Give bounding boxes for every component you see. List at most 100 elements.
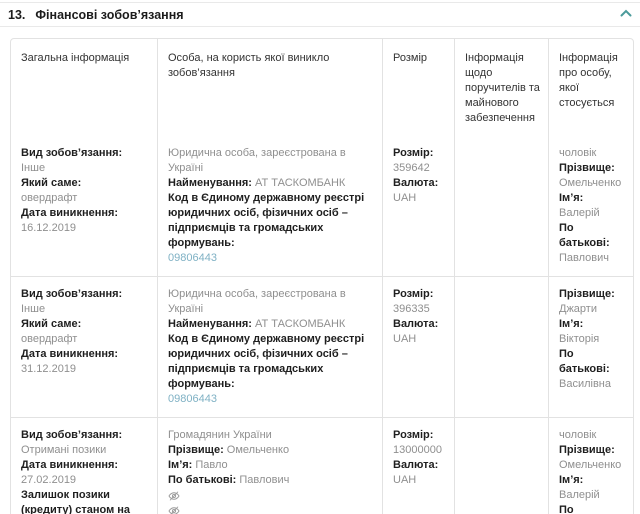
- header-guarantor-info: Інформація щодо поручителів та майнового…: [454, 39, 548, 136]
- cell-amount: Розмір: 359642 Валюта: UAH: [382, 136, 454, 276]
- field-value: АТ ТАСКОМБАНК: [255, 318, 346, 330]
- field-label: Прізвище:: [168, 444, 227, 456]
- eye-off-icon: [168, 488, 374, 503]
- field-value: овердрафт: [21, 192, 78, 204]
- cell-guarantor-info: [454, 418, 548, 514]
- table-header-row: Загальна інформація Особа, на користь як…: [11, 39, 633, 136]
- header-beneficiary: Особа, на користь якої виникло зобов’яза…: [157, 39, 382, 136]
- header-person-info: Інформація про особу, якої стосується: [548, 39, 633, 136]
- field-label: Вид зобов’язання:: [21, 429, 123, 441]
- cell-guarantor-info: [454, 136, 548, 276]
- field-label: Прізвище:: [559, 288, 615, 300]
- section-title: Фінансові зобов’язання: [35, 7, 184, 22]
- field-label: По батькові:: [559, 348, 610, 375]
- table-row: Вид зобов’язання: Інше Який саме: овердрафт…: [11, 136, 633, 276]
- field-label: Найменування:: [168, 177, 256, 189]
- field-label: Прізвище:: [559, 162, 615, 174]
- field-value: Павло: [195, 459, 228, 471]
- field-value: 16.12.2019: [21, 222, 77, 234]
- header-amount: Розмір: [382, 39, 454, 136]
- field-value: Павлович: [239, 474, 290, 486]
- field-label: Валюта:: [393, 459, 439, 471]
- field-label: Вид зобов’язання:: [21, 288, 123, 300]
- field-value: Василівна: [559, 378, 611, 390]
- field-value: 31.12.2019: [21, 363, 77, 375]
- field-value: чоловік: [559, 429, 597, 441]
- field-value: Валерій: [559, 207, 600, 219]
- header-general-info: Загальна інформація: [21, 52, 130, 64]
- field-value: Юридична особа, зареєстрована в Україні: [168, 288, 346, 315]
- financial-obligations-table: Загальна інформація Особа, на користь як…: [10, 38, 634, 514]
- cell-general-info: Вид зобов’язання: Інше Який саме: овердрафт…: [11, 136, 157, 276]
- field-label: Дата виникнення:: [21, 348, 119, 360]
- field-value: чоловік: [559, 147, 597, 159]
- field-label: Дата виникнення:: [21, 207, 119, 219]
- field-value: Вікторія: [559, 333, 600, 345]
- field-value: 27.02.2019: [21, 474, 77, 486]
- eye-off-icon: [168, 503, 374, 514]
- field-label: Розмір:: [393, 288, 434, 300]
- field-label: Залишок позики (кредиту) станом на кінец…: [21, 489, 131, 514]
- field-value: 13000000: [393, 444, 442, 456]
- cell-general-info: Вид зобов’язання: Інше Який саме: овердрафт…: [11, 277, 157, 417]
- field-line: По батькові: Павлович: [168, 473, 374, 488]
- table-row: Вид зобов’язання: Отримані позики Дата вин…: [11, 417, 633, 514]
- field-value: UAH: [393, 192, 417, 204]
- field-label: Ім’я:: [559, 192, 584, 204]
- field-value: АТ ТАСКОМБАНК: [255, 177, 346, 189]
- field-label: Валюта:: [393, 177, 439, 189]
- field-label: По батькові:: [559, 504, 574, 514]
- field-value: Омельченко: [226, 444, 290, 456]
- field-label: Найменування:: [168, 318, 256, 330]
- field-label: Вид зобов’язання:: [21, 147, 123, 159]
- field-value: Інше: [21, 162, 46, 174]
- field-label: Ім’я:: [559, 318, 584, 330]
- cell-person-info: чоловік Прізвище: Омельченко Ім’я: Валерій По…: [548, 136, 633, 276]
- field-value: овердрафт: [21, 333, 78, 345]
- field-label: По батькові:: [168, 474, 240, 486]
- field-label: Розмір:: [393, 147, 434, 159]
- cell-person-info: чоловік Прізвище: Омельченко Ім’я: Валерій По…: [548, 418, 633, 514]
- field-label: Дата виникнення:: [21, 459, 119, 471]
- page-top-divider: [0, 2, 640, 3]
- cell-amount: Розмір: 13000000 Валюта: UAH: [382, 418, 454, 514]
- table-body: Вид зобов’язання: Інше Який саме: овердрафт…: [11, 136, 633, 514]
- cell-beneficiary: Юридична особа, зареєстрована в Україні Н…: [157, 277, 382, 417]
- field-value: Юридична особа, зареєстрована в Україні: [168, 147, 346, 174]
- field-label: Прізвище:: [559, 444, 615, 456]
- field-value: Інше: [21, 303, 46, 315]
- field-label: Валюта:: [393, 318, 439, 330]
- field-value: Омельченко: [559, 177, 622, 189]
- registry-code-link[interactable]: 09806443: [168, 393, 217, 405]
- field-value: 396335: [393, 303, 430, 315]
- table-row: Вид зобов’язання: Інше Який саме: овердрафт…: [11, 276, 633, 417]
- field-value: Валерій: [559, 489, 600, 501]
- registry-code-link[interactable]: 09806443: [168, 252, 217, 264]
- field-value: Отримані позики: [21, 444, 107, 456]
- field-value: 359642: [393, 162, 430, 174]
- field-label: Розмір:: [393, 429, 434, 441]
- field-label: Який саме:: [21, 177, 82, 189]
- field-label: Ім’я:: [168, 459, 196, 471]
- field-line: Найменування: АТ ТАСКОМБАНК: [168, 317, 374, 332]
- field-label: Який саме:: [21, 318, 82, 330]
- field-line: Найменування: АТ ТАСКОМБАНК: [168, 176, 374, 191]
- cell-beneficiary: Юридична особа, зареєстрована в Україні Н…: [157, 136, 382, 276]
- field-label: Код в Єдиному державному реєстрі юридичн…: [168, 192, 365, 249]
- field-value: Джарти: [559, 303, 597, 315]
- field-value: Омельченко: [559, 459, 622, 471]
- field-value: UAH: [393, 333, 417, 345]
- cell-guarantor-info: [454, 277, 548, 417]
- field-value: Павлович: [559, 252, 609, 264]
- section-header: 13. Фінансові зобов’язання: [0, 3, 640, 27]
- cell-person-info: Прізвище: Джарти Ім’я: Вікторія По батькові:…: [548, 277, 633, 417]
- field-label: Ім’я:: [559, 474, 584, 486]
- section-number: 13.: [8, 7, 26, 22]
- field-label: По батькові:: [559, 222, 610, 249]
- field-value: UAH: [393, 474, 417, 486]
- chevron-up-icon[interactable]: [620, 9, 632, 17]
- field-line: Ім’я: Павло: [168, 458, 374, 473]
- cell-amount: Розмір: 396335 Валюта: UAH: [382, 277, 454, 417]
- cell-general-info: Вид зобов’язання: Отримані позики Дата вин…: [11, 418, 157, 514]
- field-label: Код в Єдиному державному реєстрі юридичн…: [168, 333, 365, 390]
